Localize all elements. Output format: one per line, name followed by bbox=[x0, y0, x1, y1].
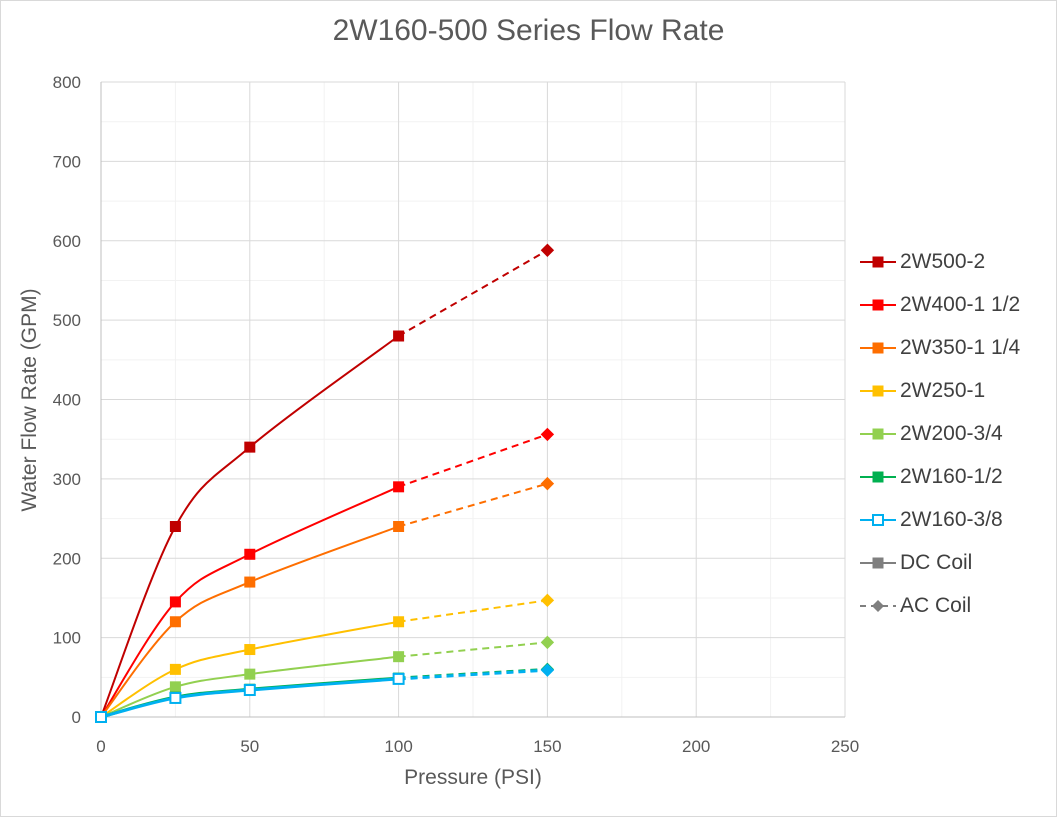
legend-item: 2W500-2 bbox=[858, 240, 1020, 283]
series-line-dc bbox=[100, 525, 399, 718]
data-point-dc bbox=[392, 672, 405, 685]
series-line-dc bbox=[100, 677, 399, 719]
legend: 2W500-2 2W400-1 1/2 2W350-1 1/4 2W250-1 2W20… bbox=[858, 240, 1020, 627]
legend-item: DC Coil bbox=[858, 541, 1020, 584]
x-tick-label: 50 bbox=[240, 737, 259, 756]
legend-swatch bbox=[860, 385, 896, 396]
series-line-ac bbox=[398, 641, 548, 658]
data-point-dc bbox=[169, 663, 181, 675]
y-tick-label: 600 bbox=[53, 232, 81, 251]
data-point-dc bbox=[244, 644, 256, 656]
legend-swatch bbox=[860, 299, 896, 310]
data-point-dc bbox=[393, 651, 405, 663]
data-point-dc bbox=[169, 691, 182, 704]
x-tick-label: 100 bbox=[384, 737, 412, 756]
x-tick-label: 200 bbox=[682, 737, 710, 756]
y-tick-label: 700 bbox=[53, 152, 81, 171]
series-line-ac bbox=[398, 599, 548, 623]
data-point-dc bbox=[393, 616, 405, 628]
data-point-dc bbox=[393, 330, 405, 342]
y-tick-label: 0 bbox=[72, 708, 81, 727]
x-axis-label: Pressure (PSI) bbox=[404, 766, 542, 789]
legend-swatch bbox=[860, 256, 896, 267]
legend-item: 2W350-1 1/4 bbox=[858, 326, 1020, 369]
data-point-ac bbox=[540, 593, 555, 608]
series-line-ac bbox=[398, 249, 548, 337]
data-point-dc bbox=[169, 616, 181, 628]
data-point-ac bbox=[540, 243, 555, 257]
data-point-ac bbox=[540, 635, 555, 650]
legend-swatch bbox=[860, 557, 896, 568]
legend-item: 2W200-3/4 bbox=[858, 412, 1020, 455]
series-line-ac bbox=[398, 433, 548, 488]
legend-label: DC Coil bbox=[900, 550, 973, 574]
data-point-dc bbox=[244, 668, 256, 680]
series-line-dc bbox=[100, 655, 399, 718]
legend-label: 2W160-1/2 bbox=[900, 464, 1003, 488]
data-point-dc bbox=[169, 521, 181, 532]
y-tick-label: 400 bbox=[53, 391, 81, 410]
data-point-dc bbox=[393, 481, 405, 493]
y-tick-label: 200 bbox=[53, 549, 81, 568]
chart-title: 2W160-500 Series Flow Rate bbox=[332, 14, 725, 47]
legend-swatch bbox=[860, 513, 896, 526]
legend-swatch bbox=[860, 471, 896, 482]
data-point-dc bbox=[169, 681, 181, 693]
y-tick-label: 100 bbox=[53, 629, 81, 648]
legend-item: 2W160-3/8 bbox=[858, 498, 1020, 541]
legend-label: 2W500-2 bbox=[900, 249, 986, 273]
data-point-ac bbox=[540, 476, 555, 491]
legend-swatch bbox=[860, 599, 896, 612]
data-point-dc bbox=[393, 521, 405, 532]
legend-label: 2W400-1 1/2 bbox=[900, 292, 1021, 316]
legend-swatch bbox=[860, 428, 896, 439]
data-point-dc bbox=[243, 684, 256, 697]
y-tick-label: 500 bbox=[53, 311, 81, 330]
legend-swatch bbox=[860, 342, 896, 353]
data-point-dc bbox=[244, 441, 256, 453]
series-line-ac bbox=[398, 668, 548, 681]
legend-item: AC Coil bbox=[858, 584, 1020, 627]
data-point-dc bbox=[244, 576, 256, 588]
legend-label: 2W200-3/4 bbox=[900, 421, 1003, 445]
legend-item: 2W250-1 bbox=[858, 369, 1020, 412]
data-point-dc bbox=[169, 596, 181, 608]
series-line-ac bbox=[398, 482, 548, 528]
data-point-dc bbox=[244, 548, 256, 560]
y-tick-label: 300 bbox=[53, 470, 81, 489]
y-tick-label: 800 bbox=[53, 73, 81, 92]
x-tick-label: 150 bbox=[533, 737, 561, 756]
legend-label: 2W160-3/8 bbox=[900, 507, 1003, 531]
legend-label: AC Coil bbox=[900, 593, 972, 617]
x-tick-label: 0 bbox=[96, 737, 105, 756]
legend-item: 2W160-1/2 bbox=[858, 455, 1020, 498]
data-point-ac bbox=[540, 427, 555, 442]
legend-label: 2W350-1 1/4 bbox=[900, 335, 1021, 359]
x-tick-label: 250 bbox=[831, 737, 859, 756]
data-point-dc bbox=[95, 711, 107, 723]
data-point-ac bbox=[540, 663, 555, 677]
legend-label: 2W250-1 bbox=[900, 378, 986, 402]
series-line-dc bbox=[100, 485, 400, 718]
series-line-dc bbox=[100, 335, 400, 718]
series-line-dc bbox=[100, 620, 399, 718]
legend-item: 2W400-1 1/2 bbox=[858, 283, 1020, 326]
